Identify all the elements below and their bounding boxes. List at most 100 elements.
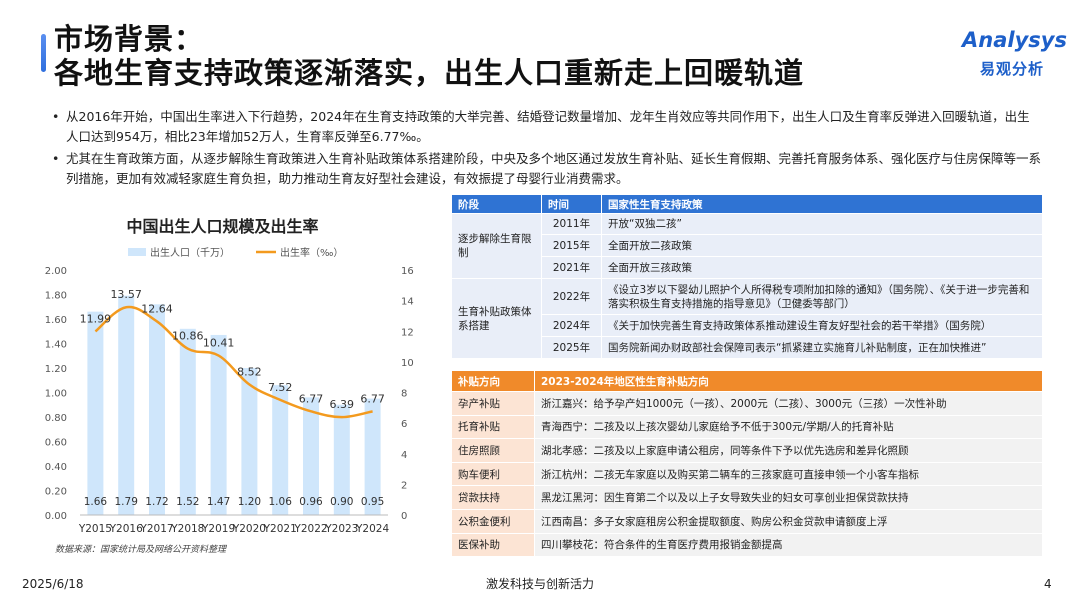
legend-label: 出生率（‰） [280, 246, 343, 259]
page-title: 市场背景： 各地生育支持政策逐渐落实，出生人口重新走上回暖轨道 [54, 22, 804, 90]
line-value-label: 8.52 [237, 366, 262, 379]
table-row: 逐步解除生育限制 2011年 开放“双独二孩” [451, 213, 1043, 279]
page-number: 4 [1044, 577, 1052, 591]
y-tick-label-left: 1.20 [45, 364, 67, 375]
data-source: 数据来源：国家统计局及网络公开资料整理 [55, 545, 227, 555]
year-cell: 2025年 [541, 336, 602, 359]
y-tick-label-left: 1.00 [45, 389, 67, 400]
header-cell: 时间 [541, 194, 602, 214]
y-tick-label-left: 0.20 [45, 487, 67, 498]
y-tick-label-right: 16 [401, 266, 414, 277]
footer-slogan: 激发科技与创新活力 [485, 577, 594, 591]
y-tick-label-left: 0.60 [45, 438, 67, 449]
policy-table: 阶段 时间 国家性生育支持政策 逐步解除生育限制 2011年 开放“双独二孩” … [451, 194, 1043, 359]
category-cell: 医保补助 [451, 532, 535, 558]
detail-cell: 湖北孝感：二孩及以上家庭申请公租房，同等条件下予以优先选房和差异化照顾 [534, 438, 1043, 463]
rate-line [94, 305, 373, 419]
bar-value-label: 1.06 [269, 496, 293, 508]
y-tick-label-right: 10 [401, 358, 414, 369]
y-tick-label-right: 6 [401, 419, 407, 430]
bullet-item: 从2016年开始，中国出生率进入下行趋势，2024年在生育支持政策的大举完善、结… [52, 107, 1042, 147]
y-tick-label-left: 1.60 [45, 315, 67, 326]
bar-value-label: 1.72 [145, 496, 168, 508]
table-row: 2015年 全面开放二孩政策 [452, 234, 1043, 257]
logo-english: Analysys [962, 28, 1067, 52]
y-tick-label-left: 0.00 [45, 511, 67, 522]
year-cell: 2022年 [541, 278, 602, 315]
bar-value-label: 0.95 [361, 496, 384, 508]
table-row: 住房照顾 湖北孝感：二孩及以上家庭申请公租房，同等条件下予以优先选房和差异化照顾 [451, 438, 1043, 463]
page-title-line1: 市场背景： [54, 22, 205, 56]
policy-cell: 全面开放三孩政策 [601, 256, 1043, 279]
table-row: 2021年 全面开放三孩政策 [452, 256, 1043, 279]
category-cell: 公积金便利 [451, 508, 535, 534]
policy-cell: 《设立3岁以下婴幼儿照护个人所得税专项附加扣除的通知》（国务院）、《关于进一步完… [601, 278, 1043, 315]
y-tick-label-right: 12 [401, 327, 414, 338]
legend-label: 出生人口（千万） [150, 246, 230, 259]
title-accent-bar [41, 34, 46, 72]
bar [333, 404, 350, 515]
y-tick-label-right: 4 [401, 450, 407, 461]
subsidy-table-header: 补贴方向 2023-2024年地区性生育补贴方向 [451, 370, 1043, 392]
bar-value-label: 0.90 [330, 496, 353, 508]
footer-date: 2025/6/18 [22, 577, 84, 591]
table-row: 2025年 国务院新闻办财政部社会保障司表示“抓紧建立实施育儿补贴制度，正在加快… [452, 336, 1043, 359]
chart-title: 中国出生人口规模及出生率 [126, 217, 319, 236]
x-tick-label: Y2021 [263, 523, 297, 535]
year-cell: 2024年 [541, 314, 602, 337]
bar [210, 334, 227, 515]
logo-chinese: 易观分析 [980, 60, 1045, 78]
line-value-label: 11.99 [80, 312, 112, 325]
x-tick-label: Y2018 [170, 523, 204, 535]
line-value-label: 10.86 [172, 330, 204, 343]
category-cell: 托育补贴 [451, 414, 535, 440]
x-tick-label: Y2024 [355, 523, 389, 535]
category-cell: 贷款扶持 [451, 485, 535, 510]
stage-cell: 逐步解除生育限制 [451, 213, 542, 279]
bar-value-label: 1.79 [115, 496, 138, 508]
legend-swatch-bar [128, 248, 146, 256]
detail-cell: 黑龙江黑河：因生育第二个以及以上子女导致失业的妇女可享创业担保贷款扶持 [534, 485, 1043, 510]
bar-value-label: 1.66 [84, 496, 108, 508]
x-tick-label: Y2022 [293, 523, 327, 535]
table-row: 托育补贴 青海西宁：二孩及以上孩次婴幼儿家庭给予不低于300元/学期/人的托育补… [451, 414, 1043, 440]
x-tick-label: Y2020 [232, 523, 266, 535]
line-value-label: 6.77 [299, 392, 324, 405]
table-row: 购车便利 浙江杭州：二孩无车家庭以及购买第二辆车的三孩家庭可直接申领一个小客车指… [451, 461, 1043, 487]
table-row: 公积金便利 江西南昌：多子女家庭租房公积金提取额度、购房公积金贷款申请额度上浮 [451, 508, 1043, 534]
line-value-label: 10.41 [203, 337, 235, 350]
policy-cell: 全面开放二孩政策 [601, 234, 1043, 257]
x-tick-label: Y2019 [201, 523, 235, 535]
page-title-line2: 各地生育支持政策逐渐落实，出生人口重新走上回暖轨道 [54, 56, 805, 90]
policy-cell: 《关于加快完善生育支持政策体系推动建设生育友好型社会的若干举措》（国务院） [601, 314, 1043, 337]
bar [272, 385, 289, 515]
line-value-label: 6.77 [360, 392, 385, 405]
policy-cell: 国务院新闻办财政部社会保障司表示“抓紧建立实施育儿补贴制度，正在加快推进” [601, 336, 1043, 359]
birth-chart: 出生人口（千万） 出生率（‰） 0.00 0.20 0.40 0.60 0.80 1.00 1.… [45, 246, 414, 535]
bullet-list: 从2016年开始，中国出生率进入下行趋势，2024年在生育支持政策的大举完善、结… [52, 107, 1042, 191]
y-tick-label-left: 2.00 [45, 266, 67, 277]
header-cell: 补贴方向 [451, 370, 535, 392]
detail-cell: 青海西宁：二孩及以上孩次婴幼儿家庭给予不低于300元/学期/人的托育补贴 [534, 414, 1043, 440]
year-cell: 2021年 [541, 256, 602, 279]
x-tick-label: Y2017 [139, 523, 173, 535]
y-tick-label-right: 8 [401, 389, 407, 400]
bar [303, 397, 319, 515]
table-row: 医保补助 四川攀枝花：符合条件的生育医疗费用报销金额提高 [451, 532, 1043, 558]
y-tick-label-right: 0 [401, 511, 407, 522]
table-row: 2024年 《关于加快完善生育支持政策体系推动建设生育友好型社会的若干举措》（国… [452, 314, 1043, 337]
detail-cell: 四川攀枝花：符合条件的生育医疗费用报销金额提高 [534, 532, 1043, 558]
stage-cell: 生育补贴政策体系搭建 [451, 278, 542, 359]
header-cell: 国家性生育支持政策 [601, 194, 1043, 214]
category-cell: 孕产补贴 [451, 391, 535, 416]
detail-cell: 浙江杭州：二孩无车家庭以及购买第二辆车的三孩家庭可直接申领一个小客车指标 [534, 461, 1043, 487]
bar [364, 398, 381, 515]
category-cell: 住房照顾 [451, 438, 535, 463]
subsidy-table: 补贴方向 2023-2024年地区性生育补贴方向 孕产补贴 浙江嘉兴：给予孕产妇… [451, 370, 1043, 558]
bar-value-label: 1.52 [176, 496, 199, 508]
y-tick-label-left: 1.40 [45, 340, 67, 351]
y-tick-label-left: 1.80 [45, 291, 67, 302]
bar-value-label: 1.20 [238, 496, 261, 508]
year-cell: 2011年 [541, 213, 602, 235]
bar-value-label: 0.96 [299, 496, 323, 508]
